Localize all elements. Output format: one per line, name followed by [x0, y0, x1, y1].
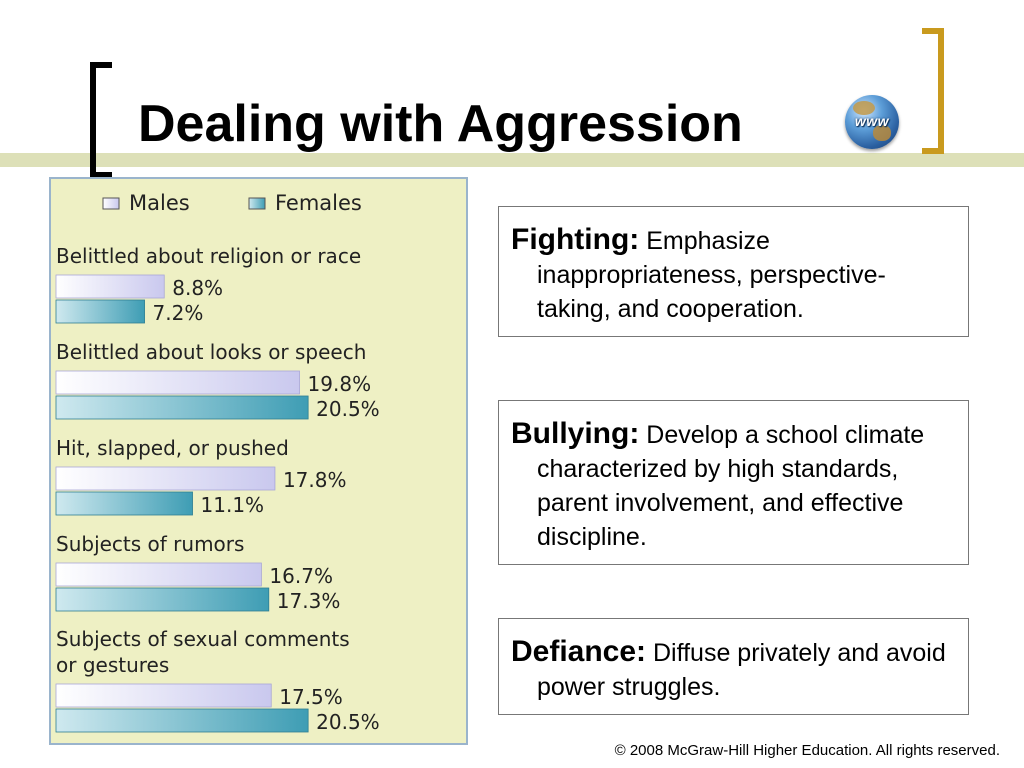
right-bracket-decoration — [922, 28, 944, 154]
title-bar — [0, 153, 1024, 167]
males-bar — [55, 274, 165, 299]
defiance-text: Defiance: Diffuse privately and avoid po… — [511, 635, 956, 704]
defiance-description: Diffuse privately and avoid power strugg… — [537, 639, 946, 701]
females-value-label: 7.2% — [153, 301, 204, 325]
legend-label-females: Females — [275, 191, 362, 215]
males-bar — [55, 466, 276, 491]
category-label: Belittled about looks or speech — [56, 340, 366, 364]
legend-swatch-females — [248, 197, 266, 210]
females-value-label: 20.5% — [316, 710, 380, 734]
females-bar — [55, 587, 270, 612]
females-value-label: 20.5% — [316, 397, 380, 421]
globe-landmass — [873, 125, 891, 141]
males-bar — [55, 370, 300, 395]
males-value-label: 17.8% — [283, 468, 347, 492]
bullying-box: Bullying: Develop a school climate chara… — [498, 400, 969, 565]
category-label: Hit, slapped, or pushed — [56, 436, 289, 460]
defiance-term: Defiance: — [511, 635, 647, 668]
legend-label-males: Males — [129, 191, 190, 215]
bar-chart: Males Females Belittled about religion or … — [55, 191, 380, 734]
bullying-text: Bullying: Develop a school climate chara… — [511, 417, 956, 554]
bullying-term: Bullying: — [511, 417, 640, 450]
fighting-description: Emphasize inappropriateness, perspective… — [537, 227, 886, 323]
chart-panel: Males Females Belittled about religion or … — [49, 177, 468, 745]
globe-label: www — [854, 113, 890, 129]
males-bar — [55, 562, 262, 587]
males-bar — [55, 683, 272, 708]
females-bar — [55, 299, 145, 324]
males-value-label: 17.5% — [279, 685, 343, 709]
fighting-box: Fighting: Emphasize inappropriateness, p… — [498, 206, 969, 337]
category-label: Belittled about religion or race — [56, 244, 361, 268]
category-label: or gestures — [56, 653, 169, 677]
females-value-label: 17.3% — [277, 589, 341, 613]
defiance-box: Defiance: Diffuse privately and avoid po… — [498, 618, 969, 715]
females-bar — [55, 395, 309, 420]
globe-landmass — [853, 101, 875, 115]
males-value-label: 19.8% — [308, 372, 372, 396]
bullying-description: Develop a school climate characterized b… — [537, 421, 925, 551]
females-bar — [55, 708, 309, 733]
page-title: Dealing with Aggression — [138, 95, 743, 153]
fighting-term: Fighting: — [511, 223, 640, 256]
males-value-label: 16.7% — [269, 564, 333, 588]
category-label: Subjects of sexual comments — [56, 627, 350, 651]
category-label: Subjects of rumors — [56, 532, 244, 556]
legend-swatch-males — [102, 197, 120, 210]
fighting-text: Fighting: Emphasize inappropriateness, p… — [511, 223, 956, 326]
females-value-label: 11.1% — [201, 493, 265, 517]
copyright-notice: © 2008 McGraw-Hill Higher Education. All… — [614, 742, 1000, 759]
females-bar — [55, 491, 193, 516]
males-value-label: 8.8% — [172, 276, 223, 300]
left-bracket-decoration — [90, 62, 112, 178]
globe-icon[interactable]: www — [845, 95, 899, 149]
